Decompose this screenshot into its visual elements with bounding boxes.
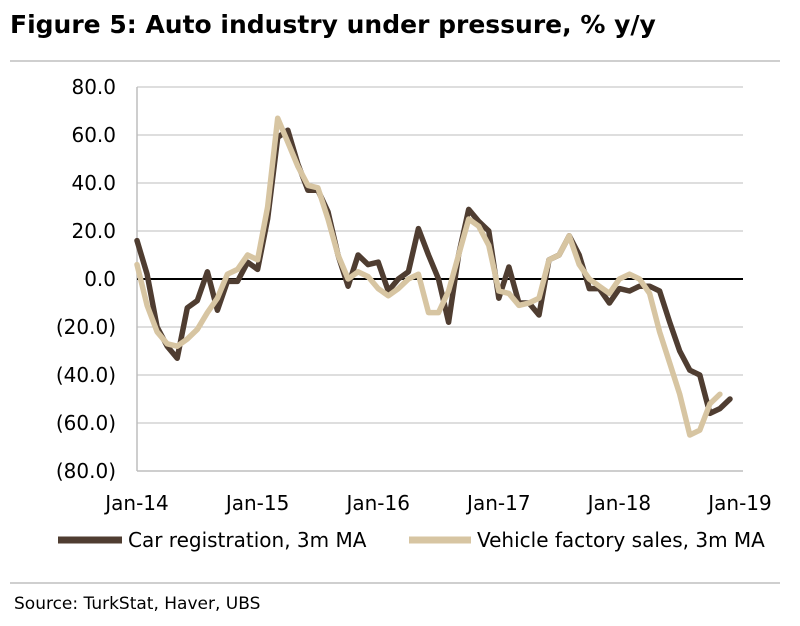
x-tick-label: Jan-18 [586,491,652,515]
y-tick-label: 20.0 [71,219,116,243]
y-tick-label: 60.0 [71,123,116,147]
gridlines [137,86,743,424]
bottom-rule [10,582,780,584]
y-tick-label: (60.0) [56,411,116,435]
y-tick-label: 40.0 [71,171,116,195]
y-tick-label: (40.0) [56,363,116,387]
x-tick-label: Jan-16 [344,491,410,515]
y-tick-label: (80.0) [56,459,116,483]
y-tick-label: (20.0) [56,315,116,339]
x-axis-tick-labels: Jan-14 Jan-15 Jan-16 Jan-17 Jan-18 Jan-19 [103,491,772,515]
y-tick-label: 80.0 [71,75,116,99]
x-tick-label: Jan-15 [224,491,290,515]
legend: Car registration, 3m MA Vehicle factory … [58,528,765,552]
chart-title: Figure 5: Auto industry under pressure, … [10,10,656,39]
source-note: Source: TurkStat, Haver, UBS [14,594,261,614]
x-tick-label: Jan-14 [103,491,169,515]
top-rule [10,60,780,62]
series-line-vehicle-factory-sales [134,115,723,438]
legend-label-car-registration: Car registration, 3m MA [128,528,367,552]
series-line-car-registration [134,127,733,417]
series-lines [134,115,733,438]
y-tick-label: 0.0 [84,267,116,291]
y-axis-tick-labels: 80.0 60.0 40.0 20.0 0.0 (20.0) (40.0) (60.0) (80… [56,75,116,483]
x-tick-label: Jan-17 [465,491,531,515]
x-tick-label: Jan-19 [706,491,772,515]
chart-area: 80.0 60.0 40.0 20.0 0.0 (20.0) (40.0) (60.0) (80… [56,75,772,552]
legend-label-vehicle-factory-sales: Vehicle factory sales, 3m MA [477,528,765,552]
